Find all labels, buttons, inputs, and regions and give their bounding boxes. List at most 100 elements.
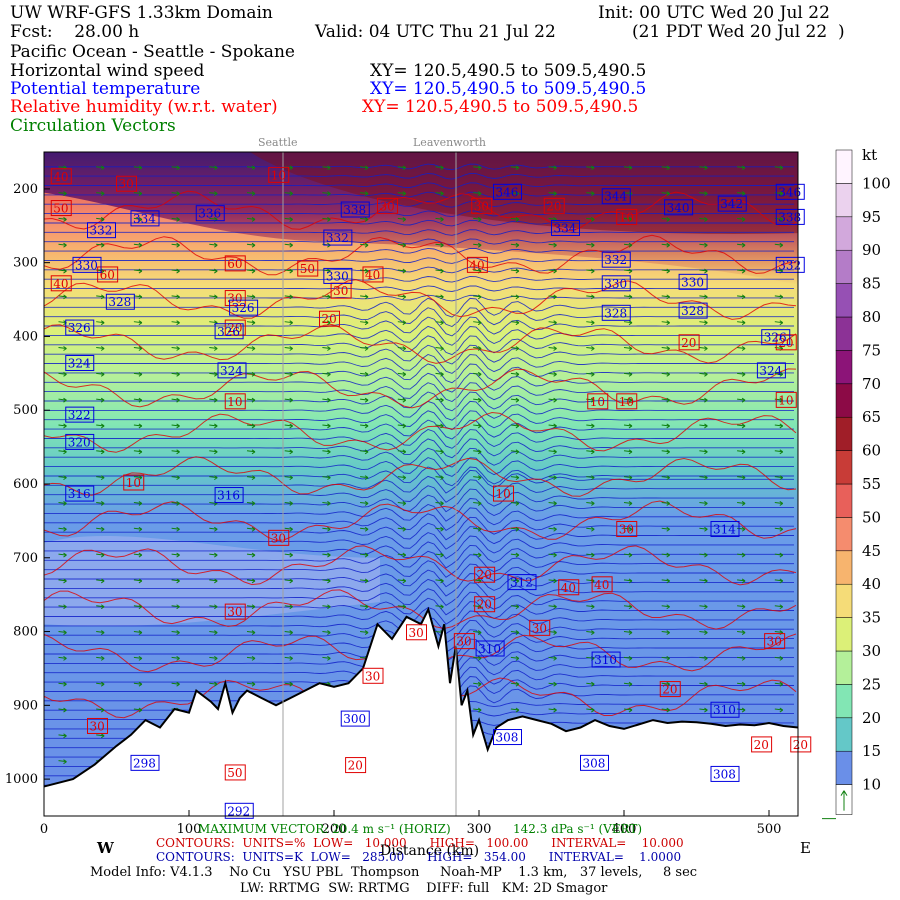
rh-contour-label: 20 <box>659 681 681 698</box>
circulation-vector <box>435 397 444 403</box>
circulation-vector <box>322 552 331 558</box>
theta-contour <box>44 172 794 180</box>
circulation-vector <box>397 397 407 403</box>
rh-contour-label: 10 <box>268 166 290 183</box>
circulation-vector <box>246 216 256 222</box>
circulation-vector <box>322 449 331 455</box>
circulation-vector <box>473 216 482 222</box>
rh-contour-label-box <box>406 624 427 641</box>
rh-contour-label-box <box>362 266 384 283</box>
colorbar-unit: kt <box>862 146 877 164</box>
circulation-vector <box>699 526 708 532</box>
theta-contour-label-text: 292 <box>227 804 250 818</box>
theta-contour-label-text: 324 <box>759 364 782 378</box>
theta-contour-label-box <box>717 195 747 212</box>
theta-contour-label-box <box>87 222 116 239</box>
theta-contour-label: 300 <box>340 710 370 727</box>
rh-contour-label-box <box>362 667 384 684</box>
theta-contour-label-box <box>775 256 805 273</box>
theta-contour-label-box <box>601 188 631 205</box>
circulation-vector <box>473 191 482 196</box>
circulation-vector <box>209 294 218 300</box>
circulation-vector <box>699 216 708 222</box>
theta-contour-label-box <box>710 765 740 782</box>
circulation-vector <box>548 526 557 532</box>
rh-contour-label: 10 <box>493 485 514 502</box>
rh-contour-label-text: 40 <box>53 277 68 291</box>
theta-contour <box>44 372 794 393</box>
rh-contour-label: 20 <box>790 736 812 753</box>
circulation-vector <box>699 578 708 584</box>
theta-contour-label-box <box>195 205 225 222</box>
circulation-vector <box>397 216 407 222</box>
circulation-vector <box>397 604 407 610</box>
circulation-vector <box>473 681 482 687</box>
theta-contour-label-box <box>580 754 609 771</box>
circulation-vector <box>322 216 331 222</box>
circulation-vector <box>623 216 633 222</box>
circulation-vector <box>171 501 180 506</box>
theta-contour-label: 310 <box>591 651 621 668</box>
circulation-vector <box>435 604 444 610</box>
circulation-vector <box>284 191 293 196</box>
rh-contour-label: 10 <box>123 474 145 491</box>
rh-contour-label: 40 <box>50 168 72 185</box>
theta-contour-label-box <box>601 304 631 321</box>
rh-contour-label-text: 30 <box>619 522 634 536</box>
circulation-vector <box>209 191 218 196</box>
circulation-vector <box>510 475 520 481</box>
rh-contour-label-text: 30 <box>119 177 134 191</box>
colorbar-swatch <box>835 249 853 284</box>
rh-contour-label: 30 <box>116 175 137 192</box>
circulation-vector <box>435 423 444 429</box>
circulation-vector <box>322 320 331 326</box>
circulation-vector <box>510 707 520 713</box>
circulation-vector <box>586 604 595 610</box>
theta-contour-label-box <box>775 183 805 200</box>
colorbar-swatch <box>835 183 853 218</box>
circulation-vector <box>58 759 67 765</box>
circulation-vector <box>737 707 746 713</box>
theta-contour <box>44 335 794 356</box>
circulation-vector <box>246 397 256 403</box>
circulation-vector <box>774 501 784 506</box>
theta-contour-label-text: 338 <box>778 210 801 224</box>
circulation-vector <box>435 501 444 506</box>
circulation-vector <box>209 268 218 274</box>
circulation-vector <box>58 191 67 196</box>
circulation-vector <box>322 191 331 196</box>
theta-contour-label: 336 <box>195 205 225 222</box>
x-tick-label: 300 <box>467 822 492 837</box>
circulation-vector <box>171 371 180 377</box>
circulation-vector <box>322 165 331 171</box>
theta-contour-label-box <box>591 651 621 668</box>
theta-contour <box>44 344 794 365</box>
circulation-vector <box>360 604 369 610</box>
rh-contour <box>44 589 797 630</box>
rh-contour-label-text: 20 <box>477 568 492 582</box>
circulation-vector <box>360 294 369 300</box>
circulation-vector <box>737 216 746 222</box>
rh-contour-label-box <box>50 168 72 185</box>
circulation-vector <box>322 501 331 506</box>
rh-contour-label: 30 <box>330 282 352 299</box>
circulation-vector <box>699 165 708 171</box>
theta-contour-label: 334 <box>130 210 160 227</box>
colorbar-swatch <box>835 684 853 719</box>
circulation-vector <box>548 165 557 171</box>
theta-contour-label: 326 <box>229 299 259 316</box>
circulation-vector <box>661 294 670 300</box>
theta-contour-label: 330 <box>601 275 631 292</box>
circulation-vector <box>699 552 708 558</box>
circulation-vector <box>510 501 520 506</box>
theta-contour <box>44 182 794 189</box>
circulation-vector <box>435 242 444 248</box>
theta-contour-label-text: 326 <box>68 321 91 335</box>
colorbar-tick-label: 65 <box>862 408 881 426</box>
theta-contour-label-text: 342 <box>720 197 743 211</box>
theta-contour-label-box <box>775 208 805 225</box>
theta-contour <box>44 429 794 449</box>
circulation-vector <box>435 449 444 455</box>
rh-contour-label: 30 <box>764 633 786 650</box>
circulation-vector <box>397 371 407 377</box>
